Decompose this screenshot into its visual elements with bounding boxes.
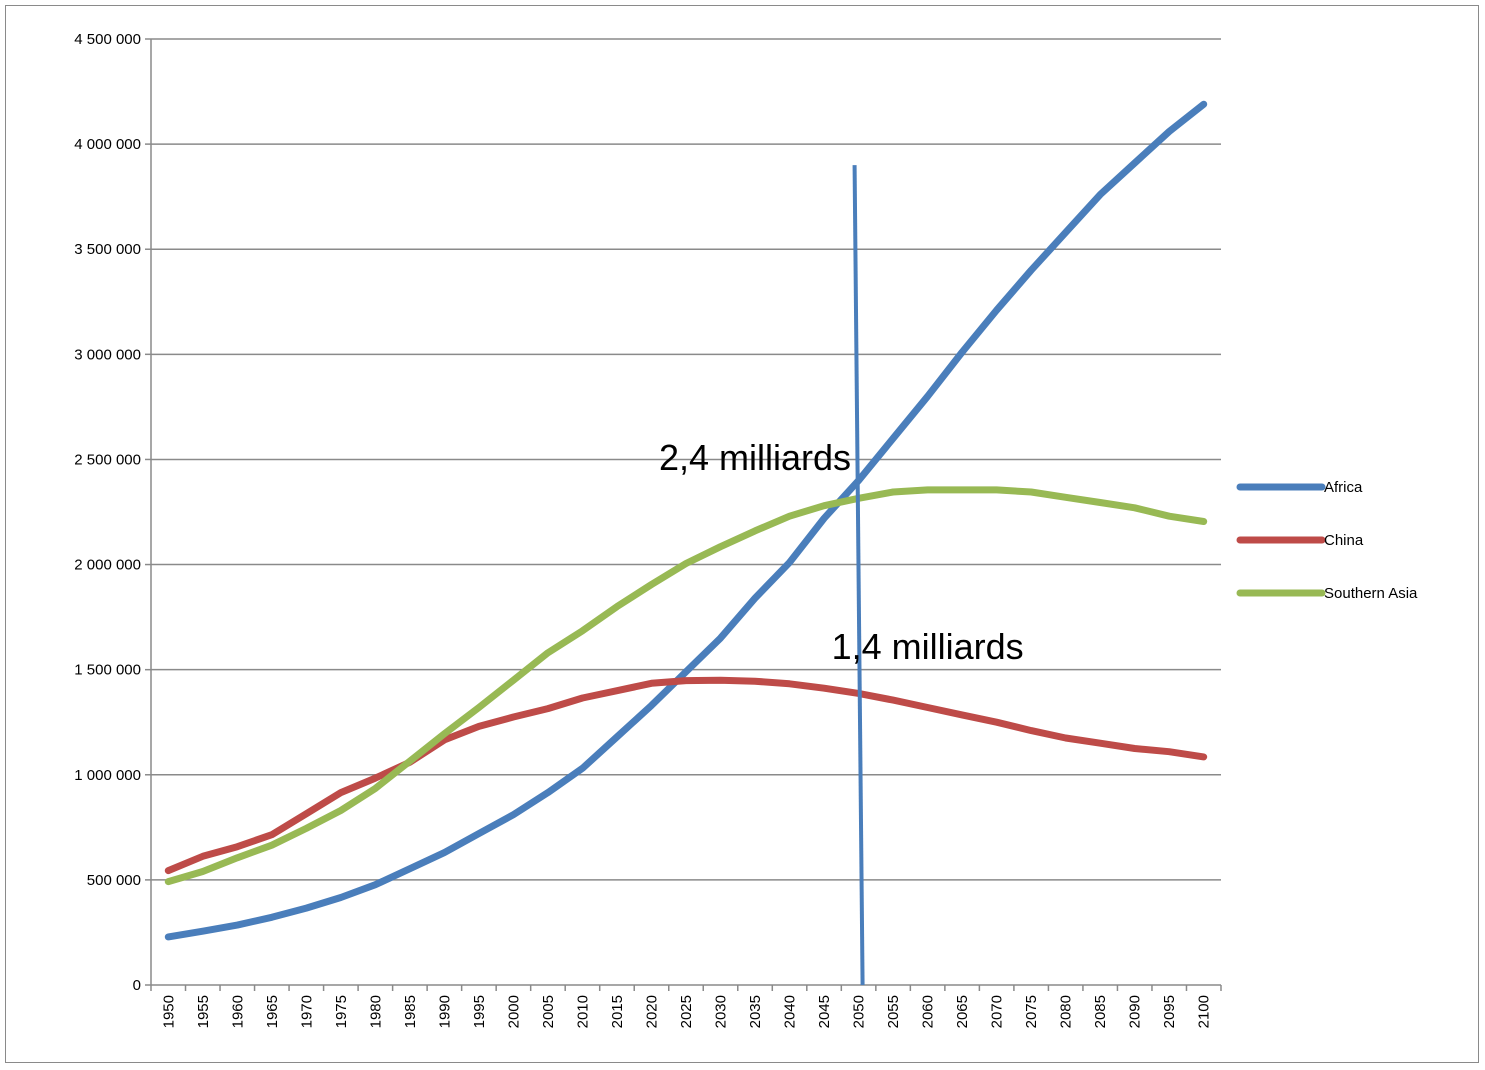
x-tick-label: 2070 [989, 995, 1006, 1028]
x-tick-label: 2045 [816, 995, 833, 1028]
reference-line [852, 165, 865, 986]
y-tick-label: 4 000 000 [74, 136, 141, 153]
legend-label-africa: Africa [1324, 479, 1363, 496]
x-tick-label: 2080 [1058, 995, 1075, 1028]
grid-lines [151, 38, 1221, 881]
x-tick-label: 2000 [505, 995, 522, 1028]
x-tick-label: 2020 [643, 995, 660, 1028]
legend-label-china: China [1324, 532, 1364, 549]
x-tick-label: 2030 [713, 995, 730, 1028]
y-tick-label: 0 [133, 977, 141, 994]
reference-vertical-line [852, 165, 865, 986]
y-tick-label: 1 500 000 [74, 662, 141, 679]
x-tick-label: 2035 [747, 995, 764, 1028]
annotation-1: 2,4 milliards [659, 437, 851, 478]
series-line-china [164, 676, 1208, 875]
x-tick-label: 2010 [574, 995, 591, 1028]
legend: Africa China Southern Asia [1236, 479, 1418, 602]
x-tick-label: 2065 [954, 995, 971, 1028]
annotation-2: 1,4 milliards [832, 626, 1024, 667]
x-tick-label: 2025 [678, 995, 695, 1028]
y-tick-label: 4 500 000 [74, 31, 141, 48]
series-lines [164, 100, 1208, 941]
x-tick-label: 2055 [885, 995, 902, 1028]
x-tick-label: 2050 [851, 995, 868, 1028]
x-tick-label: 1975 [333, 995, 350, 1028]
x-tick-label: 1950 [160, 995, 177, 1028]
annotations: 2,4 milliards 1,4 milliards [659, 437, 1024, 667]
x-tick-label: 1955 [195, 995, 212, 1028]
y-tick-label: 1 000 000 [74, 767, 141, 784]
x-tick-label: 2015 [609, 995, 626, 1028]
x-tick-label: 2005 [540, 995, 557, 1028]
x-tick-label: 1990 [436, 995, 453, 1028]
y-tick-labels: 0 500 000 1 000 000 1 500 000 2 000 000 2 500… [74, 31, 141, 994]
x-tick-label: 1965 [264, 995, 281, 1028]
y-tick-label: 2 500 000 [74, 451, 141, 468]
axes [145, 38, 1222, 991]
x-tick-label: 2100 [1196, 995, 1213, 1028]
x-tick-label: 1960 [229, 995, 246, 1028]
x-tick-label: 2060 [920, 995, 937, 1028]
x-tick-label: 2090 [1127, 995, 1144, 1028]
x-tick-label: 2075 [1023, 995, 1040, 1028]
legend-label-southern-asia: Southern Asia [1324, 585, 1418, 602]
x-tick-labels: 1950 1955 1960 1965 1970 1975 1980 1985 1990 1995… [160, 995, 1212, 1028]
y-tick-label: 3 500 000 [74, 241, 141, 258]
x-tick-label: 2095 [1161, 995, 1178, 1028]
x-tick-label: 1980 [367, 995, 384, 1028]
y-tick-label: 2 000 000 [74, 557, 141, 574]
x-tick-label: 1995 [471, 995, 488, 1028]
y-tick-label: 500 000 [87, 872, 141, 889]
y-tick-label: 3 000 000 [74, 346, 141, 363]
series-line-africa [164, 100, 1208, 941]
x-tick-label: 1970 [298, 995, 315, 1028]
x-tick-label: 1985 [402, 995, 419, 1028]
x-tick-label: 2085 [1092, 995, 1109, 1028]
series-line-southern-asia [164, 486, 1208, 886]
x-tick-label: 2040 [782, 995, 799, 1028]
